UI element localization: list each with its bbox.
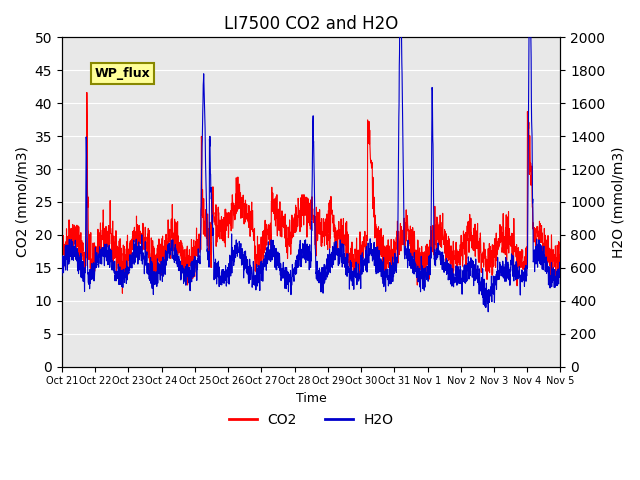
X-axis label: Time: Time xyxy=(296,392,326,405)
Y-axis label: H2O (mmol/m3): H2O (mmol/m3) xyxy=(611,146,625,258)
Legend: CO2, H2O: CO2, H2O xyxy=(223,407,399,432)
Y-axis label: CO2 (mmol/m3): CO2 (mmol/m3) xyxy=(15,146,29,257)
Text: WP_flux: WP_flux xyxy=(94,67,150,80)
Title: LI7500 CO2 and H2O: LI7500 CO2 and H2O xyxy=(224,15,398,33)
